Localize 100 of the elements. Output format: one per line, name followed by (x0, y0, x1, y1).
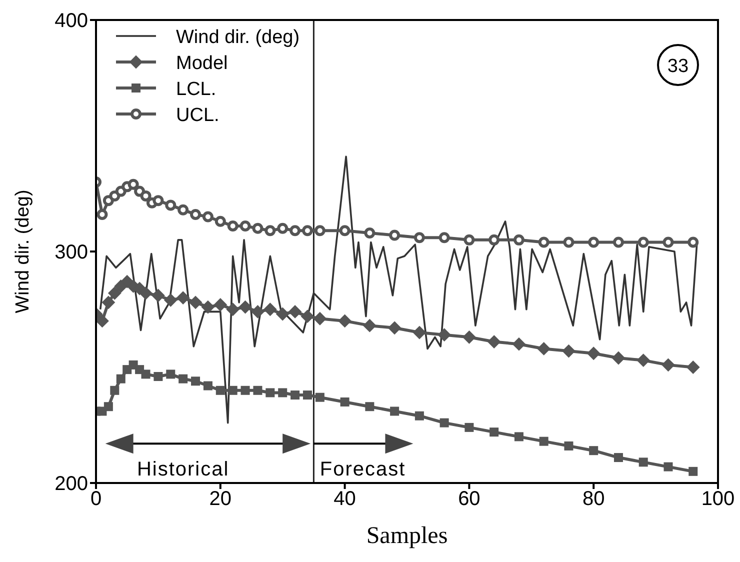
point (202, 211, 214, 222)
point (152, 288, 165, 302)
point (662, 236, 674, 248)
point (178, 204, 189, 216)
point (612, 351, 625, 364)
point (240, 386, 250, 395)
point (166, 370, 176, 379)
point (278, 388, 288, 398)
point (389, 230, 400, 241)
point (302, 225, 313, 236)
y-axis-title: Wind dir. (deg) (12, 190, 34, 314)
point (537, 342, 550, 356)
point (104, 402, 113, 412)
point (214, 298, 227, 312)
point (664, 462, 673, 472)
point (228, 386, 238, 395)
point (338, 314, 352, 328)
point (189, 296, 202, 309)
point (662, 358, 675, 372)
point (538, 236, 550, 248)
point (178, 374, 188, 384)
point (587, 346, 600, 360)
point (110, 386, 120, 395)
point (612, 236, 624, 248)
point (108, 286, 122, 300)
point (412, 326, 426, 340)
point (440, 418, 449, 428)
point (141, 370, 150, 379)
point (539, 436, 548, 446)
point (203, 381, 212, 390)
point (340, 397, 350, 406)
point (414, 232, 425, 244)
point (240, 220, 251, 232)
point (290, 225, 301, 236)
point (614, 453, 623, 462)
point (438, 232, 450, 244)
x-tick-label: 40 (334, 488, 356, 510)
point (638, 236, 649, 248)
point (490, 428, 499, 437)
point (339, 225, 350, 236)
point (364, 227, 376, 238)
x-tick-label: 100 (701, 488, 735, 510)
point (140, 190, 152, 202)
point (562, 344, 576, 358)
point (264, 302, 277, 316)
x-tick-label: 20 (209, 488, 232, 510)
point (277, 222, 288, 234)
point (288, 305, 302, 318)
point (302, 390, 312, 400)
point (589, 446, 598, 456)
point (116, 374, 126, 384)
x-tick-label: 60 (458, 488, 480, 510)
point (564, 441, 574, 450)
point (464, 234, 475, 246)
point (253, 386, 262, 395)
point (314, 225, 326, 236)
point (201, 300, 214, 314)
point (128, 178, 139, 190)
annotation: Historical (136, 458, 230, 481)
point (688, 466, 698, 476)
point (512, 338, 526, 351)
point (190, 208, 202, 220)
point (638, 458, 648, 467)
point (563, 236, 574, 248)
y-tick-label: 300 (54, 242, 88, 264)
point (688, 236, 699, 248)
point (313, 312, 326, 326)
y-tick-label: 200 (54, 473, 88, 496)
point (176, 291, 190, 304)
legend-label: Wind dir. (deg) (176, 27, 300, 48)
point (462, 330, 476, 344)
y-tick-label: 400 (54, 10, 88, 32)
point (154, 372, 163, 382)
point (102, 296, 115, 309)
point (164, 294, 178, 307)
point (438, 328, 451, 342)
point (226, 302, 240, 316)
point (214, 216, 226, 227)
point (315, 392, 324, 402)
annotation: 33 (667, 56, 689, 77)
point (152, 195, 164, 206)
point (290, 390, 300, 400)
point (139, 286, 152, 300)
annotation: Forecast (320, 458, 406, 481)
point (191, 376, 200, 386)
legend-label: Model (176, 53, 228, 74)
point (276, 308, 290, 321)
legend-label: UCL. (176, 105, 220, 126)
point (238, 300, 252, 314)
point (513, 234, 524, 246)
point (464, 422, 474, 432)
point (266, 388, 275, 398)
x-tick-label: 0 (90, 488, 102, 510)
point (252, 222, 264, 234)
point (388, 321, 402, 334)
x-axis-title: Samples (366, 523, 448, 549)
point (227, 220, 238, 232)
point (165, 200, 176, 211)
point (488, 234, 500, 246)
point (96, 208, 108, 220)
